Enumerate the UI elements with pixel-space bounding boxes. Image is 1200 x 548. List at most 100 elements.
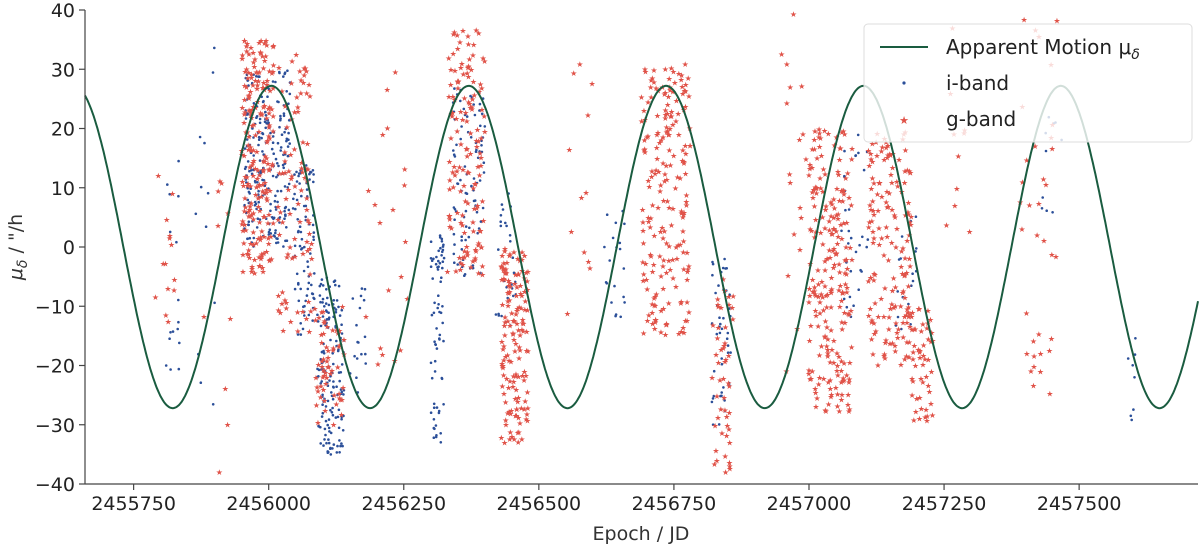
g-band-point: ★ xyxy=(660,256,667,265)
g-band-point: ★ xyxy=(681,208,688,217)
g-band-point: ★ xyxy=(835,171,842,180)
g-band-point: ★ xyxy=(915,305,922,314)
g-band-point: ★ xyxy=(906,167,913,176)
g-band-point: ★ xyxy=(667,161,674,170)
i-band-point xyxy=(914,215,918,218)
g-band-point: ★ xyxy=(478,134,485,143)
g-band-point: ★ xyxy=(1034,231,1041,240)
g-band-point: ★ xyxy=(246,106,253,115)
g-band-point: ★ xyxy=(504,289,511,298)
g-band-point: ★ xyxy=(250,171,257,180)
g-band-point: ★ xyxy=(470,184,477,193)
g-band-point: ★ xyxy=(883,187,890,196)
g-band-point: ★ xyxy=(478,243,485,252)
i-band-point xyxy=(896,290,899,293)
g-band-point: ★ xyxy=(661,227,668,236)
g-band-point: ★ xyxy=(241,81,248,90)
g-band-point: ★ xyxy=(511,435,518,444)
i-band-point xyxy=(266,119,269,122)
g-band-point: ★ xyxy=(465,168,472,177)
g-band-point: ★ xyxy=(246,253,253,262)
i-band-point xyxy=(325,318,329,321)
g-band-point: ★ xyxy=(894,334,901,343)
g-band-point: ★ xyxy=(903,311,910,320)
i-band-point xyxy=(320,278,324,281)
g-band-point: ★ xyxy=(798,82,805,91)
g-band-point: ★ xyxy=(475,269,482,278)
i-band-point xyxy=(720,362,724,366)
g-band-point: ★ xyxy=(828,303,835,312)
g-band-point: ★ xyxy=(836,268,843,277)
i-band-point xyxy=(603,245,606,249)
g-band-point: ★ xyxy=(645,214,652,223)
i-band-point xyxy=(269,168,273,171)
i-band-point xyxy=(505,286,508,289)
i-band-point xyxy=(327,365,331,369)
g-band-point: ★ xyxy=(502,318,509,327)
i-band-point xyxy=(211,71,215,74)
g-band-point: ★ xyxy=(667,112,674,121)
g-band-point: ★ xyxy=(446,223,453,232)
g-band-point: ★ xyxy=(250,146,257,155)
i-band-point xyxy=(452,153,456,156)
i-band-point xyxy=(326,384,330,388)
i-band-point xyxy=(909,323,912,326)
g-band-point: ★ xyxy=(521,288,528,297)
g-band-point: ★ xyxy=(294,108,301,117)
g-band-point: ★ xyxy=(255,127,262,136)
g-band-point: ★ xyxy=(796,246,803,255)
g-band-point: ★ xyxy=(261,39,268,48)
g-band-point: ★ xyxy=(835,352,842,361)
g-band-point: ★ xyxy=(512,370,519,379)
g-band-point: ★ xyxy=(808,375,815,384)
g-band-point: ★ xyxy=(908,312,915,321)
i-band-point xyxy=(331,397,335,401)
i-band-point xyxy=(474,204,477,207)
g-band-point: ★ xyxy=(869,350,876,359)
g-band-point: ★ xyxy=(249,81,256,90)
i-band-point xyxy=(262,153,266,156)
i-band-point xyxy=(618,241,622,245)
g-band-point: ★ xyxy=(247,202,254,211)
g-band-point: ★ xyxy=(920,352,927,361)
i-band-point xyxy=(326,423,330,427)
g-band-point: ★ xyxy=(291,252,298,261)
g-band-point: ★ xyxy=(884,154,891,163)
g-band-point: ★ xyxy=(924,412,931,421)
i-band-point xyxy=(719,322,722,326)
g-band-point: ★ xyxy=(464,64,471,73)
g-band-point: ★ xyxy=(652,293,659,302)
g-band-point: ★ xyxy=(336,326,343,335)
g-band-point: ★ xyxy=(299,138,306,147)
i-band-point xyxy=(718,325,721,329)
g-band-point: ★ xyxy=(904,305,911,314)
g-band-point: ★ xyxy=(451,67,458,76)
g-band-point: ★ xyxy=(513,412,520,421)
g-band-point: ★ xyxy=(248,199,255,208)
g-band-point: ★ xyxy=(902,271,909,280)
i-band-point xyxy=(291,256,295,259)
i-band-point xyxy=(330,411,334,414)
g-band-point: ★ xyxy=(291,235,298,244)
i-band-point xyxy=(247,201,251,205)
g-band-point: ★ xyxy=(903,319,910,328)
g-band-point: ★ xyxy=(282,169,289,178)
g-band-point: ★ xyxy=(881,352,888,361)
i-band-point xyxy=(254,202,258,206)
g-band-point: ★ xyxy=(831,141,838,150)
i-band-point xyxy=(901,295,905,299)
x-tick-label: 2457250 xyxy=(902,493,987,515)
g-band-point: ★ xyxy=(470,227,477,236)
i-band-point xyxy=(494,313,498,316)
g-band-point: ★ xyxy=(892,243,899,252)
i-band-point xyxy=(274,229,277,232)
g-band-point: ★ xyxy=(324,363,331,372)
g-band-point: ★ xyxy=(504,297,511,306)
g-band-point: ★ xyxy=(649,268,656,277)
i-band-point xyxy=(458,256,461,260)
g-band-point: ★ xyxy=(479,262,486,271)
g-band-point: ★ xyxy=(714,414,721,423)
i-band-point xyxy=(213,46,216,50)
g-band-point: ★ xyxy=(878,234,885,243)
i-band-point xyxy=(304,299,308,303)
